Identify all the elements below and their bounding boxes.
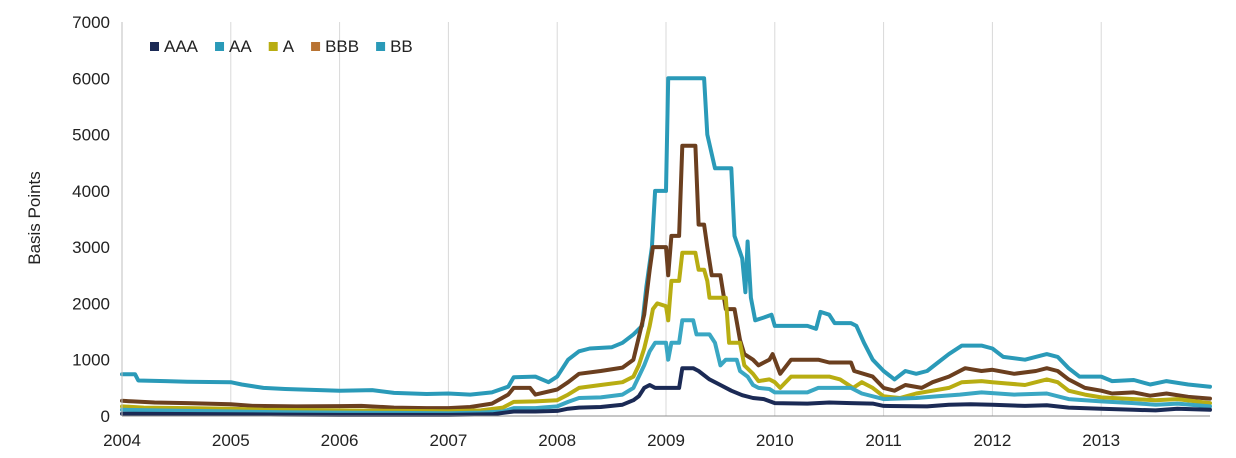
series-line-aa <box>120 318 1212 416</box>
legend-label-bb: BB <box>390 37 413 56</box>
series-line-a <box>120 250 1212 414</box>
series-line-bbb <box>120 143 1212 411</box>
vertical-gridlines <box>230 22 1102 416</box>
legend-swatch-bb <box>376 42 386 51</box>
x-tick-label: 2011 <box>865 431 902 450</box>
x-tick-label: 2009 <box>647 431 685 450</box>
x-tick-label: 2007 <box>429 431 467 450</box>
x-tick-label: 2004 <box>103 431 141 450</box>
y-tick-label: 5000 <box>72 126 110 145</box>
series-line-bb <box>120 76 1212 397</box>
x-tick-label: 2010 <box>756 431 794 450</box>
legend-label-aa: AA <box>229 37 252 56</box>
series-lines <box>120 76 1212 417</box>
y-tick-label: 1000 <box>72 351 110 370</box>
x-tick-label: 2012 <box>973 431 1011 450</box>
legend-swatch-aa <box>215 42 225 51</box>
y-tick-label: 2000 <box>72 294 110 313</box>
legend-swatch-aaa <box>150 42 159 51</box>
legend-swatch-bbb <box>311 42 321 51</box>
y-tick-label: 4000 <box>72 182 110 201</box>
y-tick-label: 6000 <box>72 69 110 88</box>
legend: AAA AA A BBB BB <box>150 37 413 56</box>
legend-label-bbb: BBB <box>325 37 359 56</box>
series-line-aaa <box>120 366 1212 417</box>
legend-label-aaa: AAA <box>164 37 199 56</box>
x-tick-label: 2008 <box>538 431 576 450</box>
legend-swatch-a <box>268 42 278 51</box>
y-tick-label: 0 <box>101 407 110 426</box>
x-tick-label: 2006 <box>321 431 359 450</box>
y-axis-tick-labels: 0 1000 2000 3000 4000 5000 6000 7000 <box>72 13 110 426</box>
y-tick-label: 3000 <box>72 238 110 257</box>
x-axis-tick-labels: 2004 2005 2006 2007 2008 2009 2010 2011 2012 2013 <box>103 431 1120 450</box>
y-tick-label: 7000 <box>72 13 110 32</box>
y-axis-title: Basis Points <box>25 171 44 265</box>
x-tick-label: 2005 <box>212 431 250 450</box>
axes <box>121 22 1210 417</box>
x-tick-label: 2013 <box>1082 431 1120 450</box>
legend-label-a: A <box>283 37 295 56</box>
